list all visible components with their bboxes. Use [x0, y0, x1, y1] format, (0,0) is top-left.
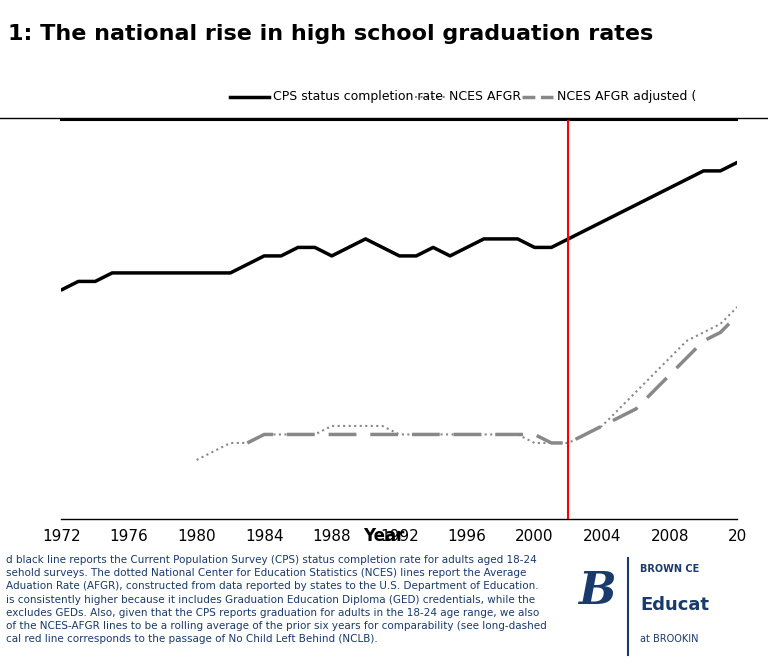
- Text: BROWN CE: BROWN CE: [641, 564, 700, 574]
- Text: CPS status completion rate: CPS status completion rate: [273, 90, 442, 103]
- Text: B: B: [578, 569, 616, 613]
- Text: 1: The national rise in high school graduation rates: 1: The national rise in high school grad…: [8, 24, 653, 44]
- Text: NCES AFGR: NCES AFGR: [449, 90, 521, 103]
- Text: Year: Year: [363, 527, 405, 545]
- Text: d black line reports the Current Population Survey (CPS) status completion rate : d black line reports the Current Populat…: [5, 555, 547, 644]
- Text: Educat: Educat: [641, 596, 709, 614]
- Text: NCES AFGR adjusted (: NCES AFGR adjusted (: [557, 90, 696, 103]
- Text: at BROOKIN: at BROOKIN: [641, 634, 699, 644]
